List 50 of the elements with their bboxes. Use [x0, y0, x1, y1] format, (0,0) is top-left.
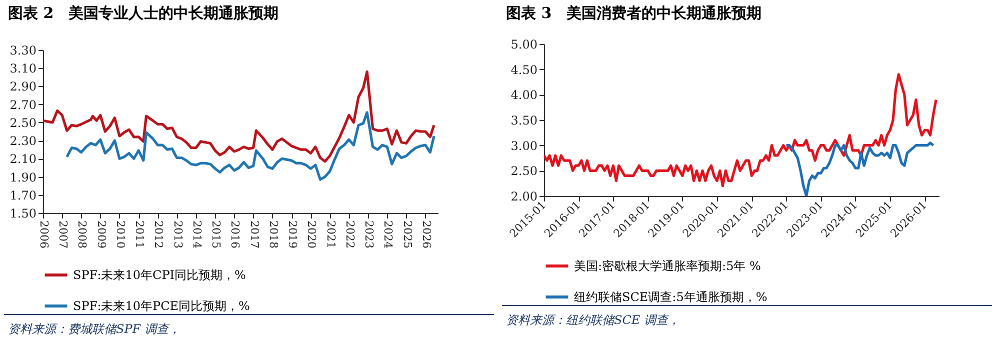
x-tick-label: 2013 — [171, 220, 184, 248]
legend-label: SPF:未来10年CPI同比预期，% — [73, 268, 246, 282]
x-tick-label: 2007 — [56, 220, 70, 248]
y-tick-label: 2.00 — [510, 190, 538, 204]
y-tick-label: 2.70 — [10, 98, 36, 112]
chart-title: 图表 3 美国消费者的中长期通胀预期 — [505, 3, 763, 24]
y-tick-label: 2.90 — [10, 80, 36, 94]
y-tick-label: 5.00 — [510, 38, 538, 52]
text: 资料来源：费城联储SPF 调查， — [4, 314, 494, 338]
x-tick-label: 2023 — [362, 220, 376, 248]
x-tick-label: 2016 — [228, 220, 242, 248]
x-tick-label: 2009 — [94, 220, 108, 248]
line-series — [43, 70, 436, 163]
x-tick-label: 2015 — [210, 220, 223, 248]
x-tick-label: 2014 — [190, 220, 204, 248]
x-tick-label: 2008 — [76, 220, 89, 248]
line-series — [544, 73, 938, 188]
x-tick-label: 2012 — [152, 220, 166, 248]
y-tick-label: 1.50 — [10, 206, 36, 220]
y-tick-label: 1.90 — [10, 170, 36, 184]
legend-label: 纽约联储SCE调查:5年通胀预期，% — [574, 290, 768, 304]
x-tick-label: 2018 — [266, 220, 280, 248]
x-tick-label: 2025 — [400, 220, 414, 248]
text: 资料来源：纽约联储SCE 调查， — [502, 305, 992, 329]
x-tick-label: 2026 — [420, 220, 433, 248]
y-tick-label: 3.50 — [510, 114, 538, 128]
x-tick-label: 2021 — [324, 220, 338, 248]
y-tick-label: 1.70 — [10, 188, 36, 202]
x-tick-label: 2011 — [133, 220, 146, 248]
line-series — [784, 142, 935, 196]
y-tick-label: 4.50 — [510, 62, 538, 77]
legend-label: SPF:未来10年PCE同比预期，% — [73, 299, 250, 313]
y-tick-label: 4.00 — [510, 88, 538, 102]
chart-title: 图表 2 美国专业人士的中长期通胀预期 — [7, 3, 280, 24]
legend-label: 美国:密歇根大学通胀率预期:5年 % — [574, 259, 761, 273]
y-tick-label: 2.50 — [10, 116, 36, 130]
x-tick-label: 2022 — [343, 220, 356, 248]
y-tick-label: 2.10 — [10, 152, 36, 166]
x-tick-label: 2020 — [305, 220, 318, 248]
y-tick-label: 3.30 — [10, 44, 36, 58]
y-tick-label: 3.00 — [510, 138, 538, 153]
x-tick-label: 2010 — [114, 220, 127, 248]
line-series — [66, 111, 436, 181]
x-tick-label: 2019 — [286, 220, 300, 248]
y-tick-label: 3.10 — [10, 62, 36, 76]
x-tick-label: 2024 — [382, 220, 395, 248]
y-tick-label: 2.30 — [10, 134, 36, 148]
y-tick-label: 2.50 — [510, 164, 538, 178]
x-tick-label: 2017 — [248, 220, 261, 248]
x-tick-label: 2006 — [38, 220, 50, 248]
